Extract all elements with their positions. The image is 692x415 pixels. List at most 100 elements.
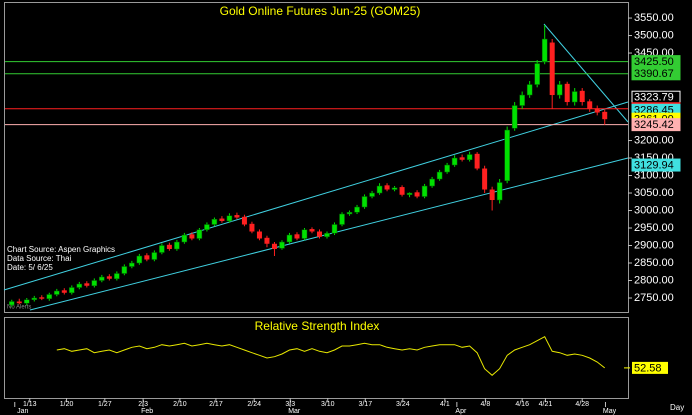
x-axis-label: Day — [670, 403, 684, 412]
candle-body — [181, 234, 188, 243]
price-label-box — [631, 67, 681, 81]
month-label: Feb — [141, 408, 153, 415]
candle-body — [24, 299, 30, 304]
candle-body — [121, 266, 128, 274]
candle-body — [511, 105, 518, 129]
candle-body — [39, 297, 45, 299]
candle-body — [271, 243, 277, 250]
candle-body — [564, 83, 570, 103]
candle-body — [31, 297, 38, 301]
candle-body — [159, 245, 165, 253]
candle-body — [249, 223, 255, 232]
price-label: 3245.42 — [634, 119, 674, 131]
candle-body — [496, 182, 503, 201]
candle-body — [361, 196, 368, 208]
candle-body — [76, 283, 83, 288]
candle-body — [399, 187, 405, 195]
candle-body — [376, 185, 383, 194]
chart-title: Gold Online Futures Jun-25 (GOM25) — [220, 4, 421, 18]
candle-body — [234, 215, 240, 218]
candle-body — [279, 241, 285, 249]
x-tick-label: 4/8 — [481, 401, 491, 408]
candle-body — [294, 234, 300, 239]
candle-body — [339, 213, 345, 225]
candle-body — [369, 192, 375, 197]
candle-body — [46, 294, 53, 299]
y-tick-label: 2750.00 — [634, 292, 674, 304]
x-tick-label: 4/16 — [515, 401, 529, 408]
candle-body — [91, 280, 98, 287]
candle-body — [594, 108, 600, 113]
candle-body — [204, 224, 210, 231]
candle-body — [114, 273, 120, 280]
annotation: Date: 5/ 6/25 — [7, 263, 53, 272]
candle-body — [54, 290, 60, 295]
candle-body — [189, 234, 195, 239]
price-label: 3425.50 — [634, 56, 674, 68]
x-tick-label: 4/21 — [539, 401, 553, 408]
x-tick-label: 2/10 — [173, 401, 187, 408]
value-label-box — [632, 361, 668, 374]
x-tick-label: 2/24 — [247, 401, 261, 408]
candle-body — [256, 231, 262, 239]
candle-body — [226, 215, 233, 222]
candle-body — [129, 262, 135, 267]
candle-body — [241, 216, 247, 225]
month-label: Apr — [455, 408, 467, 415]
candle-body — [526, 84, 533, 96]
x-tick-label: 4/28 — [575, 401, 589, 408]
candle-body — [459, 157, 465, 160]
y-tick-label: 3550.00 — [634, 12, 674, 24]
x-tick-label: 4/1 — [440, 401, 450, 408]
candle-body — [166, 244, 172, 250]
candle-body — [534, 63, 540, 85]
candle-body — [324, 233, 330, 238]
candle-body — [602, 111, 608, 120]
candle-body — [196, 229, 203, 239]
annotation: Data Source: Thai — [7, 254, 72, 263]
trend-channel-upper — [3, 101, 629, 291]
candle-body — [84, 283, 90, 286]
x-tick-label: 1/27 — [98, 401, 112, 408]
x-tick-label: 2/17 — [209, 401, 223, 408]
rsi-panel-frame — [4, 317, 629, 399]
candle-body — [61, 290, 67, 293]
candle-body — [99, 276, 105, 281]
x-tick-label: 3/10 — [321, 401, 335, 408]
candle-body — [69, 287, 75, 294]
candle-body — [571, 91, 578, 103]
y-tick-label: 3200.00 — [634, 134, 674, 146]
panel-title: Relative Strength Index — [255, 319, 380, 333]
candle-body — [211, 219, 218, 225]
candle-body — [504, 129, 510, 182]
price-panel-frame — [4, 2, 629, 313]
candle-body — [317, 231, 323, 237]
candle-body — [16, 301, 22, 304]
candle-body — [301, 229, 308, 239]
price-label: 3323.79 — [634, 92, 674, 104]
candle-body — [264, 237, 270, 244]
candle-body — [391, 187, 398, 190]
candle-body — [451, 157, 458, 166]
y-tick-label: 2800.00 — [634, 274, 674, 286]
candle-body — [346, 212, 353, 215]
candle-body — [414, 192, 420, 197]
plot-layer: Gold Online Futures Jun-25 (GOM25) Chart … — [5, 4, 684, 415]
candle-body — [519, 94, 525, 106]
candle-body — [286, 234, 293, 243]
price-label: 3129.94 — [634, 159, 674, 171]
candle-body — [436, 171, 443, 180]
y-tick-label: 3000.00 — [634, 204, 674, 216]
candle-body — [219, 218, 225, 222]
rsi-line — [56, 336, 606, 376]
trend-line-falling — [543, 23, 629, 123]
x-tick-label: 1/20 — [60, 401, 74, 408]
value-label: 52.58 — [634, 362, 662, 374]
candle-body — [331, 224, 338, 234]
candle-body — [9, 301, 15, 306]
candle-body — [429, 178, 435, 187]
candle-body — [106, 276, 112, 279]
candle-body — [587, 101, 593, 110]
candle-body — [421, 185, 428, 197]
